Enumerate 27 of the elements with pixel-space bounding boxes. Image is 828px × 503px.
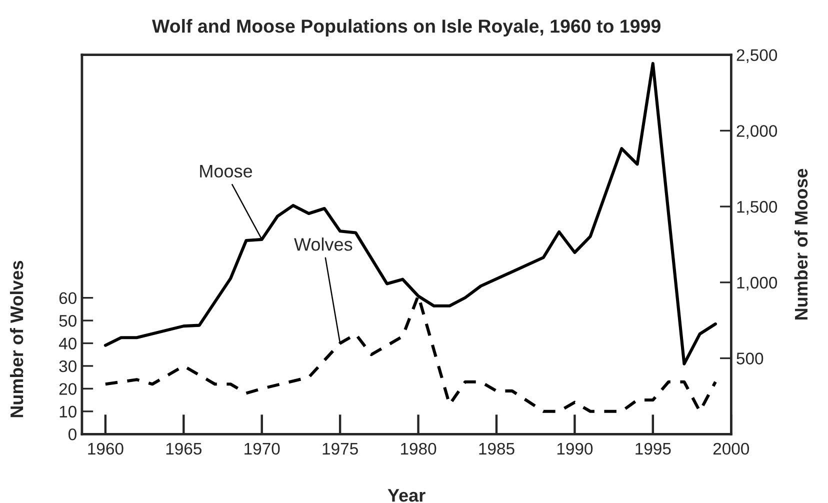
y2-tick-label: 1,000 [737,276,778,291]
x-tick-label: 1990 [557,442,593,455]
y-tick-label: 10 [60,406,76,418]
text: Moose [200,164,252,178]
x-tick-label: 1995 [636,442,671,455]
x-tick-label: 1960 [88,442,124,455]
x-tick-label: 2000 [713,442,750,455]
text: Wolves [294,238,352,251]
y2-tick-label: 2,000 [736,125,778,139]
y2-tick-label: 1,500 [737,200,778,215]
y-tick-label: 40 [58,338,76,350]
x-axis-title: Year [388,489,426,502]
x-tick-label: 1970 [244,442,280,455]
y-tick-label: 50 [59,314,76,327]
chart-title: Wolf and Moose Populations on Isle Royale, 1960 to 1999 [152,19,660,36]
y2-tick-label: 500 [736,352,764,364]
y-tick-label: 60 [59,292,76,304]
y2-axis-title: Number of Moose [794,168,808,320]
x-tick-label: 1985 [479,442,514,455]
y-tick-label: 0 [68,428,76,440]
y-tick-label: 30 [59,360,76,372]
y2-tick-label: 2,500 [736,49,778,63]
x-tick-label: 1965 [166,442,202,455]
x-tick-label: 1975 [322,442,358,455]
y-axis-title: Number of Wolves [10,260,24,418]
x-tick-label: 1980 [401,442,436,455]
y-tick-label: 20 [59,383,76,395]
